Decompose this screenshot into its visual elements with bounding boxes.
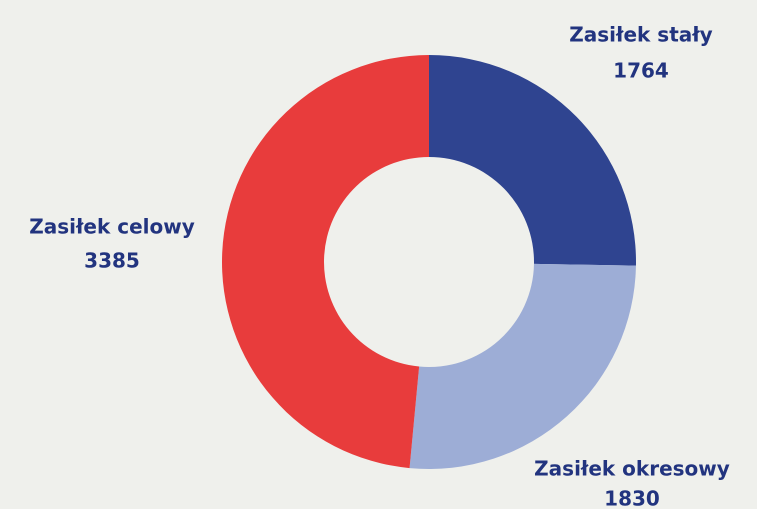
slice-label: Zasiłek celowy (29, 215, 195, 239)
slice-label: Zasiłek okresowy (534, 457, 730, 481)
slice-value: 1764 (613, 59, 669, 83)
slice-value: 1830 (604, 487, 660, 509)
donut-slice (221, 55, 429, 469)
donut-slice (429, 55, 636, 266)
donut-slice (409, 263, 636, 469)
slice-value: 3385 (84, 249, 140, 273)
slice-label: Zasiłek stały (569, 23, 712, 47)
